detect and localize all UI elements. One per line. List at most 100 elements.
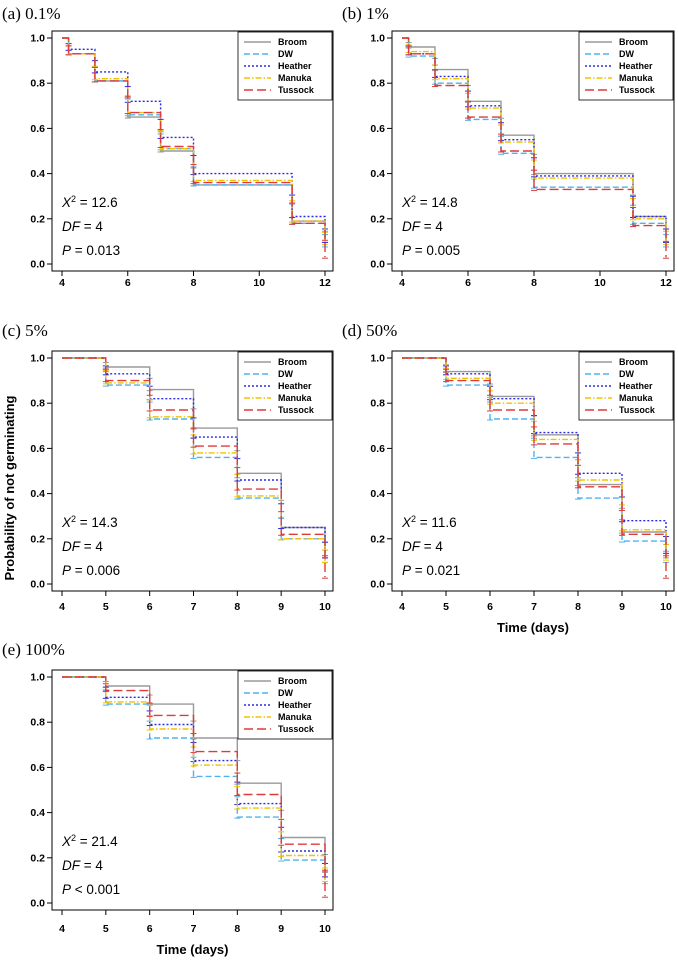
stat-df: DF = 4 xyxy=(402,219,443,234)
x-tick-label: 12 xyxy=(319,277,331,289)
y-tick-label: 0.2 xyxy=(30,852,45,864)
x-tick-label: 5 xyxy=(443,601,449,613)
y-axis-title: Probability of not germinating xyxy=(2,395,17,580)
chart-panel-5: (e) 100% 0.0 0.2 0.4 0.6 0.8 1.0 4 5 6 7 8 9 10 Time (… xyxy=(2,640,334,957)
y-tick-label: 0.8 xyxy=(30,717,45,729)
y-tick-label: 1.0 xyxy=(370,353,385,365)
x-tick-label: 6 xyxy=(147,923,153,935)
y-tick-label: 0.0 xyxy=(30,579,45,591)
legend-label: DW xyxy=(278,688,293,698)
stat-chi2: X2 = 14.3 xyxy=(61,514,118,530)
y-tick-label: 0.2 xyxy=(370,533,385,545)
plot-frame xyxy=(51,30,334,272)
x-tick-label: 4 xyxy=(59,277,65,289)
y-tick-label: 0.6 xyxy=(30,443,45,455)
stat-chi2: X2 = 14.8 xyxy=(401,194,458,210)
y-tick-label: 0.8 xyxy=(30,78,45,90)
x-tick-label: 10 xyxy=(319,923,331,935)
y-tick-label: 0.2 xyxy=(30,533,45,545)
plot-frame xyxy=(391,350,675,592)
legend-label: Tussock xyxy=(619,405,656,415)
stat-chi2: X2 = 12.6 xyxy=(61,194,118,210)
x-tick-label: 9 xyxy=(278,923,284,935)
y-tick-label: 0.0 xyxy=(370,259,385,271)
legend-label: Manuka xyxy=(278,712,313,722)
x-axis-title: Time (days) xyxy=(156,942,228,957)
legend-label: Heather xyxy=(619,61,653,71)
legend-label: DW xyxy=(619,49,634,59)
y-tick-label: 0.2 xyxy=(30,213,45,225)
x-tick-label: 12 xyxy=(660,277,672,289)
legend-label: Manuka xyxy=(619,393,654,403)
panels: (a) 0.1% 0.0 0.2 0.4 0.6 0.8 1.0 4 6 8 10 12 Broom DW… xyxy=(2,4,675,957)
x-tick-label: 6 xyxy=(147,601,153,613)
y-tick-label: 0.2 xyxy=(370,213,385,225)
legend-label: Heather xyxy=(278,381,312,391)
stat-df: DF = 4 xyxy=(62,219,103,234)
series-line-tussock xyxy=(62,357,326,578)
x-tick-label: 8 xyxy=(234,601,240,613)
y-tick-label: 1.0 xyxy=(370,33,385,45)
y-tick-label: 0.4 xyxy=(30,168,45,180)
legend-label: Heather xyxy=(619,381,653,391)
legend-label: Tussock xyxy=(619,85,656,95)
y-tick-label: 0.8 xyxy=(370,398,385,410)
stat-chi2: X2 = 21.4 xyxy=(61,833,118,849)
panel-title: (b) 1% xyxy=(342,4,389,23)
stat-p: P = 0.021 xyxy=(402,563,460,578)
x-tick-label: 8 xyxy=(531,277,537,289)
legend-label: Tussock xyxy=(278,724,315,734)
stat-p: P = 0.013 xyxy=(62,243,120,258)
panel-title: (a) 0.1% xyxy=(2,4,61,23)
plot-frame xyxy=(51,669,334,911)
y-tick-label: 1.0 xyxy=(30,672,45,684)
x-tick-label: 8 xyxy=(191,277,197,289)
y-tick-label: 0.4 xyxy=(370,488,385,500)
stat-chi2: X2 = 11.6 xyxy=(401,514,457,530)
legend-label: Manuka xyxy=(278,393,313,403)
panel-title: (c) 5% xyxy=(2,321,48,340)
plot-frame xyxy=(51,350,334,592)
legend-label: Broom xyxy=(619,357,648,367)
plot-frame xyxy=(391,30,675,272)
y-tick-label: 0.4 xyxy=(30,488,45,500)
x-tick-label: 8 xyxy=(234,923,240,935)
legend-label: DW xyxy=(278,49,293,59)
series-line-manuka xyxy=(62,357,326,562)
series-line-manuka xyxy=(402,37,667,244)
x-tick-label: 6 xyxy=(465,277,471,289)
y-tick-label: 0.8 xyxy=(30,398,45,410)
chart-panel-4: (d) 50% 0.0 0.2 0.4 0.6 0.8 1.0 4 5 6 7 8 9 10 Time (d… xyxy=(342,321,675,635)
y-tick-label: 0.0 xyxy=(30,898,45,910)
x-tick-label: 8 xyxy=(575,601,581,613)
legend-label: Tussock xyxy=(278,405,315,415)
legend-label: Broom xyxy=(278,37,307,47)
x-tick-label: 10 xyxy=(253,277,265,289)
legend-label: Heather xyxy=(278,700,312,710)
x-tick-label: 4 xyxy=(399,601,405,613)
y-tick-label: 0.6 xyxy=(30,123,45,135)
legend-label: Broom xyxy=(278,357,307,367)
legend-label: Manuka xyxy=(619,73,654,83)
y-tick-label: 0.6 xyxy=(370,123,385,135)
x-tick-label: 4 xyxy=(399,277,405,289)
panel-title: (e) 100% xyxy=(2,640,65,659)
legend-label: Broom xyxy=(278,676,307,686)
x-tick-label: 9 xyxy=(619,601,625,613)
x-tick-label: 7 xyxy=(531,601,537,613)
x-tick-label: 7 xyxy=(191,923,197,935)
x-tick-label: 4 xyxy=(59,923,65,935)
series-line-tussock xyxy=(402,37,667,258)
x-axis-title: Time (days) xyxy=(497,620,569,635)
legend-label: Manuka xyxy=(278,73,313,83)
y-tick-label: 0.6 xyxy=(370,443,385,455)
x-tick-label: 10 xyxy=(594,277,606,289)
legend-label: Broom xyxy=(619,37,648,47)
stat-p: P < 0.001 xyxy=(62,882,120,897)
legend-label: Heather xyxy=(278,61,312,71)
panel-title: (d) 50% xyxy=(342,321,397,340)
legend-label: DW xyxy=(278,369,293,379)
y-tick-label: 0.4 xyxy=(30,807,45,819)
x-tick-label: 10 xyxy=(319,601,331,613)
